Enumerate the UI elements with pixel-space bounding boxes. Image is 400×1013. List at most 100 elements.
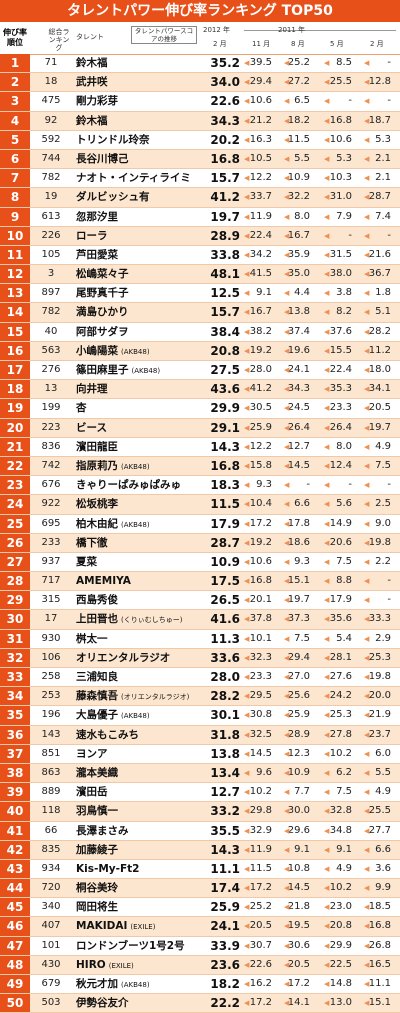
rank-header: 伸び率順位 xyxy=(3,28,27,47)
score-aug-cell: 35.0 xyxy=(287,268,310,280)
overall-rank-cell: 106 xyxy=(41,651,61,663)
month-may-header: 5 月 xyxy=(330,40,344,48)
score-may-cell: 7.5 xyxy=(336,786,352,798)
left-arrow-icon: ◀ xyxy=(364,366,370,374)
left-arrow-icon: ◀ xyxy=(284,346,290,355)
score-aug-cell: 10.8 xyxy=(287,862,310,874)
score-nov-cell: 9.1 xyxy=(256,287,272,299)
rank-cell: 45 xyxy=(0,898,30,917)
left-arrow-icon: ◀ xyxy=(284,519,290,528)
rank-cell: 50 xyxy=(0,994,30,1013)
overall-rank-cell: 742 xyxy=(41,459,61,471)
left-arrow-icon: ◀ xyxy=(284,154,290,163)
score-feb-2011-cell: 5.3 xyxy=(375,133,391,145)
left-arrow-icon: ◀ xyxy=(244,404,250,413)
left-arrow-icon: ◀ xyxy=(284,596,290,605)
score-may-cell: 5.4 xyxy=(336,632,352,644)
score-feb-2012-cell: 18.3 xyxy=(210,478,240,493)
left-arrow-icon: ◀ xyxy=(324,250,330,259)
score-aug-cell: 4.4 xyxy=(294,287,310,299)
talent-name-cell: ビース xyxy=(76,419,107,437)
left-arrow-icon: ◀ xyxy=(284,116,290,125)
score-nov-cell: 39.5 xyxy=(249,57,272,68)
table-row: 36 143 31.8 32.5 28.9 27.8 23.7 ◀ ◀ ◀ ◀ 速水もこみち xyxy=(0,725,400,745)
table-row: 34 253 28.2 29.5 25.6 24.2 20.0 ◀ ◀ ◀ ◀ 藤森慎吾 (オリエンタル… xyxy=(0,687,400,707)
table-row: 10 226 28.9 22.4 16.7 - - ◀ ◀ ◀ ◀ ローラ xyxy=(0,226,400,246)
rank-cell: 36 xyxy=(0,725,30,744)
score-feb-2012-cell: 22.2 xyxy=(210,996,240,1011)
left-arrow-icon: ◀ xyxy=(284,711,290,720)
left-arrow-icon: ◀ xyxy=(244,864,250,873)
score-aug-cell: 14.1 xyxy=(287,997,310,1009)
overall-rank-cell: 592 xyxy=(41,133,61,145)
score-nov-cell: 11.5 xyxy=(249,862,272,874)
talent-name-cell: 上田晋也 (くりぃむしちゅー) xyxy=(76,610,182,629)
overall-rank-cell: 276 xyxy=(41,364,61,375)
left-arrow-icon: ◀ xyxy=(324,538,330,547)
score-feb-2012-cell: 17.5 xyxy=(210,574,240,589)
rank-cell: 30 xyxy=(0,610,30,629)
table-row: 41 66 35.5 32.9 29.6 34.8 27.7 ◀ ◀ ◀ ◀ 長澤まさみ xyxy=(0,821,400,841)
overall-rank-cell: 717 xyxy=(41,575,61,587)
score-nov-cell: 30.7 xyxy=(249,939,272,951)
rank-cell: 21 xyxy=(0,437,30,456)
left-arrow-icon: ◀ xyxy=(284,270,290,279)
overall-rank-cell: 782 xyxy=(41,172,61,184)
talent-name-cell: 夏菜 xyxy=(76,553,97,571)
score-feb-2011-cell: 2.1 xyxy=(375,152,391,164)
left-arrow-icon: ◀ xyxy=(364,845,370,854)
rank-cell: 49 xyxy=(0,975,30,994)
year-divider xyxy=(244,30,396,31)
score-aug-cell: 24.5 xyxy=(287,402,310,414)
talent-name: 上田晋也 xyxy=(76,613,118,626)
score-may-cell: - xyxy=(348,479,352,491)
score-feb-2011-cell: 19.8 xyxy=(368,536,391,548)
talent-name-cell: MAKIDAI (EXILE) xyxy=(76,917,155,936)
rank-cell: 31 xyxy=(0,629,30,648)
score-may-cell: 34.8 xyxy=(329,824,352,836)
score-aug-cell: 24.1 xyxy=(287,364,310,375)
score-may-cell: 31.0 xyxy=(329,191,352,203)
score-feb-2011-cell: 26.8 xyxy=(368,939,391,951)
score-feb-2012-cell: 41.6 xyxy=(210,612,240,627)
left-arrow-icon: ◀ xyxy=(244,519,250,528)
left-arrow-icon: ◀ xyxy=(284,500,290,509)
left-arrow-icon: ◀ xyxy=(324,97,330,106)
overall-rank-cell: 676 xyxy=(41,479,61,491)
overall-rank-cell: 407 xyxy=(41,920,61,932)
left-arrow-icon: ◀ xyxy=(284,404,290,413)
score-feb-2012-cell: 34.0 xyxy=(210,75,240,90)
left-arrow-icon: ◀ xyxy=(324,78,330,87)
talent-name: AMEMIYA xyxy=(76,575,131,588)
overall-rank-cell: 922 xyxy=(41,498,61,510)
score-aug-cell: 17.2 xyxy=(287,978,310,989)
left-arrow-icon: ◀ xyxy=(364,999,370,1008)
overall-rank-cell: 679 xyxy=(41,978,61,989)
talent-name: 大島優子 xyxy=(76,709,118,722)
talent-name: 加藤綾子 xyxy=(76,843,118,856)
left-arrow-icon: ◀ xyxy=(284,289,290,298)
table-row: 24 922 11.5 10.4 6.6 5.6 2.5 ◀ ◀ ◀ ◀ 松坂桃李 xyxy=(0,495,400,515)
left-arrow-icon: ◀ xyxy=(284,960,290,969)
left-arrow-icon: ◀ xyxy=(244,442,250,451)
score-aug-cell: 10.9 xyxy=(287,172,310,184)
overall-rank-cell: 782 xyxy=(41,306,61,318)
talent-name-cell: 大島優子 (AKB48) xyxy=(76,706,150,725)
table-row: 7 782 15.7 12.2 10.9 10.3 2.1 ◀ ◀ ◀ ◀ ナオト・インティライミ xyxy=(0,169,400,189)
score-feb-2011-cell: - xyxy=(387,575,391,587)
talent-header: タレント xyxy=(76,33,104,41)
talent-name: 小嶋陽菜 xyxy=(76,344,118,357)
rank-cell: 12 xyxy=(0,265,30,284)
score-aug-cell: 14.5 xyxy=(287,882,310,894)
score-nov-cell: 29.8 xyxy=(249,805,272,817)
score-may-cell: 25.5 xyxy=(329,76,352,88)
talent-name-cell: 剛力彩芽 xyxy=(76,92,118,110)
score-aug-cell: 26.4 xyxy=(287,421,310,433)
overall-rank-cell: 66 xyxy=(44,824,58,836)
score-feb-2011-cell: 1.8 xyxy=(375,287,391,299)
score-may-cell: 14.9 xyxy=(329,517,352,529)
score-feb-2011-cell: - xyxy=(387,57,391,68)
score-aug-cell: 9.1 xyxy=(294,843,310,855)
score-feb-2011-cell: 2.5 xyxy=(375,498,391,510)
score-feb-2011-cell: 16.5 xyxy=(368,958,391,970)
